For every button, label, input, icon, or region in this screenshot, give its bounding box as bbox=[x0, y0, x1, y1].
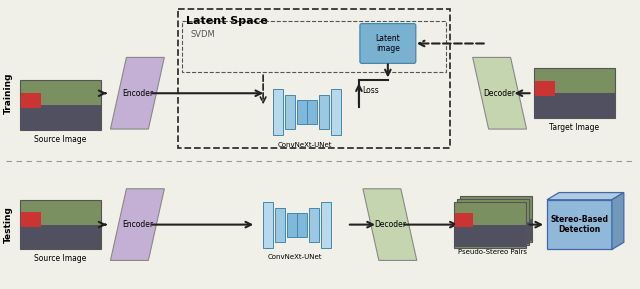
FancyBboxPatch shape bbox=[285, 95, 295, 129]
FancyBboxPatch shape bbox=[287, 213, 297, 237]
Text: Testing: Testing bbox=[4, 206, 13, 243]
FancyBboxPatch shape bbox=[297, 213, 307, 237]
Polygon shape bbox=[363, 189, 417, 260]
FancyBboxPatch shape bbox=[297, 100, 307, 124]
Text: Target Image: Target Image bbox=[549, 123, 600, 132]
FancyBboxPatch shape bbox=[20, 93, 41, 108]
Text: Encoder: Encoder bbox=[122, 89, 153, 98]
Text: Decoder: Decoder bbox=[484, 89, 516, 98]
FancyBboxPatch shape bbox=[454, 213, 473, 227]
Text: Pseudo-Stereo Pairs: Pseudo-Stereo Pairs bbox=[458, 249, 527, 255]
Polygon shape bbox=[111, 189, 164, 260]
Text: Loss: Loss bbox=[362, 86, 379, 95]
FancyBboxPatch shape bbox=[457, 199, 529, 244]
FancyBboxPatch shape bbox=[263, 202, 273, 247]
Polygon shape bbox=[111, 58, 164, 129]
Text: Source Image: Source Image bbox=[35, 255, 87, 264]
FancyBboxPatch shape bbox=[460, 196, 532, 242]
FancyBboxPatch shape bbox=[454, 202, 525, 247]
FancyBboxPatch shape bbox=[331, 89, 341, 135]
Text: Latent
image: Latent image bbox=[376, 34, 400, 53]
FancyBboxPatch shape bbox=[457, 222, 529, 244]
FancyBboxPatch shape bbox=[458, 210, 476, 224]
FancyBboxPatch shape bbox=[360, 24, 416, 63]
FancyBboxPatch shape bbox=[20, 200, 102, 249]
FancyBboxPatch shape bbox=[547, 200, 612, 249]
FancyBboxPatch shape bbox=[309, 208, 319, 242]
FancyBboxPatch shape bbox=[454, 225, 525, 247]
FancyBboxPatch shape bbox=[461, 207, 479, 221]
FancyBboxPatch shape bbox=[20, 80, 102, 130]
Text: Encoder: Encoder bbox=[122, 220, 153, 229]
Text: Latent Space: Latent Space bbox=[186, 16, 268, 26]
FancyBboxPatch shape bbox=[275, 208, 285, 242]
FancyBboxPatch shape bbox=[20, 105, 102, 129]
Text: ConvNeXt-UNet: ConvNeXt-UNet bbox=[268, 255, 323, 260]
Polygon shape bbox=[473, 58, 527, 129]
FancyBboxPatch shape bbox=[534, 81, 555, 96]
Polygon shape bbox=[547, 192, 624, 200]
FancyBboxPatch shape bbox=[534, 93, 615, 118]
Text: Training: Training bbox=[4, 73, 13, 114]
FancyBboxPatch shape bbox=[460, 219, 532, 241]
Text: ConvNeXt-UNet: ConvNeXt-UNet bbox=[278, 142, 332, 148]
FancyBboxPatch shape bbox=[319, 95, 329, 129]
Polygon shape bbox=[612, 192, 624, 249]
FancyBboxPatch shape bbox=[307, 100, 317, 124]
Text: Source Image: Source Image bbox=[35, 135, 87, 144]
FancyBboxPatch shape bbox=[273, 89, 283, 135]
FancyBboxPatch shape bbox=[534, 68, 615, 118]
FancyBboxPatch shape bbox=[20, 212, 41, 227]
Text: Stereo-Based
Detection: Stereo-Based Detection bbox=[550, 215, 609, 234]
Text: Decoder: Decoder bbox=[374, 220, 406, 229]
FancyBboxPatch shape bbox=[321, 202, 331, 247]
FancyBboxPatch shape bbox=[20, 225, 102, 249]
Text: SVDM: SVDM bbox=[190, 30, 215, 39]
